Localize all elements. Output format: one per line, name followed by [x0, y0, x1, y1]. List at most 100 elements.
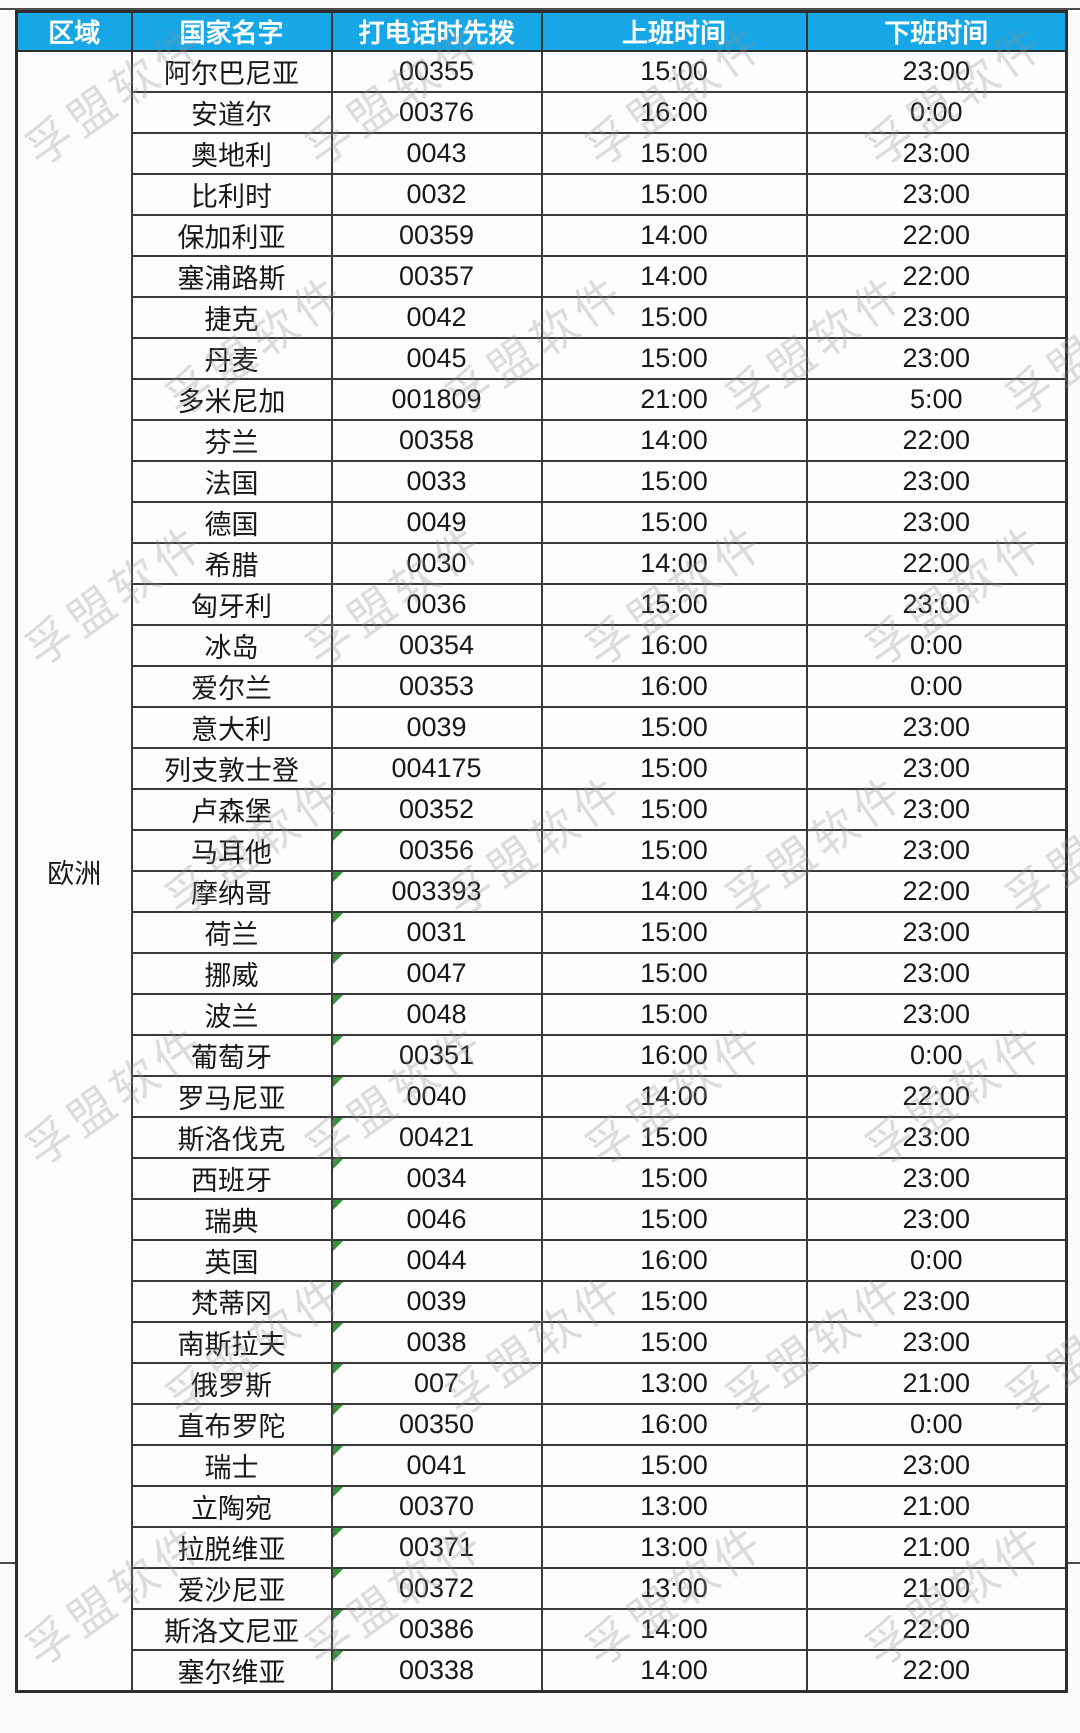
country-cell[interactable]: 拉脱维亚	[130, 1526, 333, 1569]
region-cell[interactable]: 欧洲	[15, 50, 133, 1693]
work-end-cell[interactable]: 23:00	[805, 706, 1068, 749]
dial-code-cell[interactable]: 00357	[330, 255, 543, 298]
country-cell[interactable]: 西班牙	[130, 1157, 333, 1200]
work-end-cell[interactable]: 22:00	[805, 255, 1068, 298]
country-cell[interactable]: 丹麦	[130, 337, 333, 380]
col-header-work-start[interactable]: 上班时间	[540, 10, 808, 52]
work-start-cell[interactable]: 15:00	[540, 1198, 808, 1241]
work-start-cell[interactable]: 14:00	[540, 419, 808, 462]
work-end-cell[interactable]: 23:00	[805, 788, 1068, 831]
country-cell[interactable]: 挪威	[130, 952, 333, 995]
work-end-cell[interactable]: 0:00	[805, 1034, 1068, 1077]
work-start-cell[interactable]: 15:00	[540, 1444, 808, 1487]
work-start-cell[interactable]: 15:00	[540, 132, 808, 175]
dial-code-cell[interactable]: 00370	[330, 1485, 543, 1528]
dial-code-cell[interactable]: 0039	[330, 706, 543, 749]
dial-code-cell[interactable]: 0041	[330, 1444, 543, 1487]
col-header-dial-code[interactable]: 打电话时先拨	[330, 10, 543, 52]
work-end-cell[interactable]: 23:00	[805, 460, 1068, 503]
country-cell[interactable]: 英国	[130, 1239, 333, 1282]
work-end-cell[interactable]: 23:00	[805, 829, 1068, 872]
dial-code-cell[interactable]: 003393	[330, 870, 543, 913]
work-start-cell[interactable]: 14:00	[540, 214, 808, 257]
work-start-cell[interactable]: 15:00	[540, 1321, 808, 1364]
dial-code-cell[interactable]: 00354	[330, 624, 543, 667]
work-end-cell[interactable]: 21:00	[805, 1485, 1068, 1528]
country-cell[interactable]: 南斯拉夫	[130, 1321, 333, 1364]
work-start-cell[interactable]: 14:00	[540, 1649, 808, 1693]
work-start-cell[interactable]: 15:00	[540, 911, 808, 954]
work-end-cell[interactable]: 23:00	[805, 173, 1068, 216]
work-end-cell[interactable]: 23:00	[805, 1321, 1068, 1364]
country-cell[interactable]: 列支敦士登	[130, 747, 333, 790]
work-end-cell[interactable]: 0:00	[805, 91, 1068, 134]
work-start-cell[interactable]: 15:00	[540, 747, 808, 790]
work-end-cell[interactable]: 0:00	[805, 665, 1068, 708]
work-end-cell[interactable]: 23:00	[805, 747, 1068, 790]
work-start-cell[interactable]: 14:00	[540, 1075, 808, 1118]
dial-code-cell[interactable]: 004175	[330, 747, 543, 790]
country-cell[interactable]: 立陶宛	[130, 1485, 333, 1528]
country-cell[interactable]: 法国	[130, 460, 333, 503]
work-end-cell[interactable]: 22:00	[805, 214, 1068, 257]
work-end-cell[interactable]: 22:00	[805, 870, 1068, 913]
work-start-cell[interactable]: 16:00	[540, 91, 808, 134]
work-start-cell[interactable]: 15:00	[540, 1116, 808, 1159]
work-start-cell[interactable]: 13:00	[540, 1362, 808, 1405]
dial-code-cell[interactable]: 00353	[330, 665, 543, 708]
work-start-cell[interactable]: 14:00	[540, 255, 808, 298]
country-cell[interactable]: 匈牙利	[130, 583, 333, 626]
dial-code-cell[interactable]: 007	[330, 1362, 543, 1405]
work-end-cell[interactable]: 21:00	[805, 1526, 1068, 1569]
dial-code-cell[interactable]: 00376	[330, 91, 543, 134]
country-cell[interactable]: 多米尼加	[130, 378, 333, 421]
dial-code-cell[interactable]: 0033	[330, 460, 543, 503]
work-end-cell[interactable]: 23:00	[805, 911, 1068, 954]
work-start-cell[interactable]: 14:00	[540, 1608, 808, 1651]
country-cell[interactable]: 罗马尼亚	[130, 1075, 333, 1118]
col-header-region[interactable]: 区域	[15, 10, 133, 52]
dial-code-cell[interactable]: 00359	[330, 214, 543, 257]
work-end-cell[interactable]: 23:00	[805, 1444, 1068, 1487]
work-start-cell[interactable]: 15:00	[540, 829, 808, 872]
work-start-cell[interactable]: 15:00	[540, 337, 808, 380]
dial-code-cell[interactable]: 0031	[330, 911, 543, 954]
work-start-cell[interactable]: 16:00	[540, 1034, 808, 1077]
dial-code-cell[interactable]: 00386	[330, 1608, 543, 1651]
country-cell[interactable]: 保加利亚	[130, 214, 333, 257]
dial-code-cell[interactable]: 0048	[330, 993, 543, 1036]
work-start-cell[interactable]: 15:00	[540, 952, 808, 995]
country-cell[interactable]: 爱沙尼亚	[130, 1567, 333, 1610]
work-start-cell[interactable]: 15:00	[540, 173, 808, 216]
work-end-cell[interactable]: 23:00	[805, 501, 1068, 544]
dial-code-cell[interactable]: 00350	[330, 1403, 543, 1446]
work-start-cell[interactable]: 16:00	[540, 665, 808, 708]
work-start-cell[interactable]: 16:00	[540, 1239, 808, 1282]
dial-code-cell[interactable]: 0045	[330, 337, 543, 380]
country-cell[interactable]: 爱尔兰	[130, 665, 333, 708]
country-cell[interactable]: 比利时	[130, 173, 333, 216]
work-start-cell[interactable]: 13:00	[540, 1526, 808, 1569]
work-end-cell[interactable]: 23:00	[805, 1280, 1068, 1323]
work-end-cell[interactable]: 22:00	[805, 419, 1068, 462]
dial-code-cell[interactable]: 00371	[330, 1526, 543, 1569]
country-cell[interactable]: 安道尔	[130, 91, 333, 134]
country-cell[interactable]: 荷兰	[130, 911, 333, 954]
dial-code-cell[interactable]: 0047	[330, 952, 543, 995]
work-start-cell[interactable]: 15:00	[540, 296, 808, 339]
work-end-cell[interactable]: 0:00	[805, 624, 1068, 667]
country-cell[interactable]: 芬兰	[130, 419, 333, 462]
dial-code-cell[interactable]: 00355	[330, 50, 543, 93]
dial-code-cell[interactable]: 0042	[330, 296, 543, 339]
dial-code-cell[interactable]: 0032	[330, 173, 543, 216]
work-end-cell[interactable]: 22:00	[805, 1608, 1068, 1651]
work-end-cell[interactable]: 0:00	[805, 1239, 1068, 1282]
work-start-cell[interactable]: 13:00	[540, 1567, 808, 1610]
country-cell[interactable]: 直布罗陀	[130, 1403, 333, 1446]
dial-code-cell[interactable]: 00351	[330, 1034, 543, 1077]
work-start-cell[interactable]: 14:00	[540, 870, 808, 913]
country-cell[interactable]: 塞尔维亚	[130, 1649, 333, 1693]
work-start-cell[interactable]: 15:00	[540, 993, 808, 1036]
work-end-cell[interactable]: 23:00	[805, 993, 1068, 1036]
dial-code-cell[interactable]: 0039	[330, 1280, 543, 1323]
